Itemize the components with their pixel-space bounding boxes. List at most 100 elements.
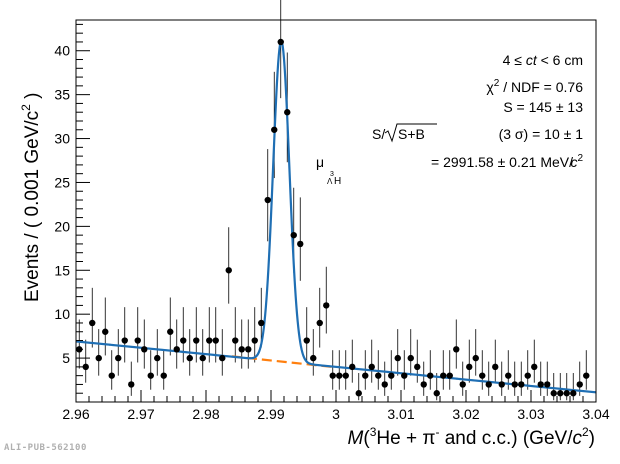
data-point — [531, 363, 538, 371]
data-point — [303, 337, 310, 344]
data-point — [95, 354, 102, 362]
x-tick-labels: 2.96 2.97 2.98 2.99 3 3.01 3.02 3.03 3.04 — [62, 406, 609, 422]
data-point — [82, 363, 89, 371]
data-point — [232, 337, 239, 344]
data-point — [134, 337, 141, 344]
data-point — [186, 354, 193, 362]
annotation-mu-value: = 2991.58 ± 0.21 MeV/ — [431, 154, 573, 170]
data-point — [173, 346, 180, 353]
data-point — [453, 346, 460, 353]
data-point — [212, 337, 219, 344]
y-tick-label: 10 — [54, 306, 70, 322]
data-point — [524, 372, 531, 379]
x-tick-label: 2.99 — [257, 406, 284, 422]
y-tick-label: 5 — [62, 350, 70, 366]
data-point — [505, 372, 512, 379]
data-point — [381, 381, 388, 388]
annotation-significance-radicand: S+B — [398, 126, 425, 142]
data-point — [336, 372, 343, 379]
data-point — [271, 126, 278, 133]
annotation-mu-unit: c2 — [570, 153, 583, 170]
data-point — [544, 381, 551, 388]
data-points — [76, 38, 590, 397]
data-point — [284, 109, 291, 116]
data-point — [511, 381, 518, 388]
data-point — [394, 354, 401, 362]
data-point — [245, 346, 252, 353]
x-tick-label: 3.01 — [387, 406, 414, 422]
total-fit-layer — [75, 39, 597, 394]
data-point — [563, 390, 570, 397]
data-point — [238, 346, 245, 353]
annotation-significance-lhs: S/ — [372, 126, 385, 142]
data-point — [440, 372, 447, 379]
annotation-significance-rhs: (3 σ) = 10 ± 1 — [499, 126, 584, 142]
data-point — [147, 372, 154, 379]
data-point — [388, 372, 395, 379]
data-point — [349, 363, 356, 371]
data-point — [264, 196, 271, 204]
data-point — [342, 372, 349, 379]
data-point — [518, 381, 525, 388]
annotation-ct-range: 4 ≤ ct < 6 cm — [503, 52, 583, 68]
data-point — [206, 337, 213, 344]
x-axis-title: M(3He + π- and c.c.) (GeV/c2) — [348, 425, 595, 449]
data-point — [401, 372, 408, 379]
data-point — [420, 381, 427, 388]
sqrt-sign — [384, 123, 437, 143]
y-tick-label: 15 — [54, 262, 70, 278]
x-tick-label: 3.03 — [517, 406, 544, 422]
plot-frame — [75, 19, 597, 403]
data-point — [433, 390, 440, 397]
data-point — [459, 381, 466, 388]
x-tick-label: 3.04 — [582, 406, 609, 422]
data-point — [492, 363, 499, 371]
data-point — [375, 372, 382, 379]
figure-id-label: ALI-PUB-562100 — [4, 443, 87, 453]
data-point — [576, 381, 583, 388]
data-point — [323, 302, 330, 309]
data-point — [466, 363, 473, 371]
data-point — [550, 390, 557, 397]
annotation-mu-h: H — [334, 176, 341, 187]
data-point — [355, 390, 362, 397]
data-point — [219, 354, 226, 362]
data-point — [154, 354, 161, 362]
data-point — [329, 372, 336, 379]
data-point — [89, 319, 96, 327]
axes — [75, 19, 597, 403]
data-point — [316, 319, 323, 327]
data-point — [479, 372, 486, 379]
annotation-signal: S = 145 ± 13 — [503, 99, 583, 115]
y-tick-label: 20 — [54, 218, 70, 234]
y-tick-label: 40 — [54, 43, 70, 59]
x-tick-label: 2.98 — [192, 406, 219, 422]
data-point — [128, 381, 135, 388]
annotation-mu-lambda: Λ — [327, 177, 333, 186]
data-point — [557, 390, 564, 397]
y-tick-labels: 5 10 15 20 25 30 35 40 — [54, 43, 70, 366]
data-point — [583, 372, 590, 379]
data-point — [141, 346, 148, 353]
data-point — [225, 267, 232, 274]
data-point — [368, 363, 375, 371]
data-point — [427, 372, 434, 379]
y-axis-title: Events / ( 0.001 GeV/c2 ) — [19, 93, 43, 302]
data-point — [407, 354, 414, 362]
data-point — [277, 38, 284, 46]
data-point — [310, 354, 317, 362]
y-tick-label: 35 — [54, 87, 70, 103]
x-tick-label: 2.97 — [127, 406, 154, 422]
data-point — [167, 328, 174, 335]
data-point — [472, 354, 479, 362]
annotation-mu-symbol: μ — [316, 154, 324, 170]
data-point — [251, 337, 258, 344]
data-point — [258, 319, 265, 327]
data-point — [193, 337, 200, 344]
total-fit-curve — [75, 39, 597, 394]
x-tick-label: 3.02 — [452, 406, 479, 422]
x-tick-label: 3 — [332, 406, 340, 422]
data-point — [570, 390, 577, 397]
